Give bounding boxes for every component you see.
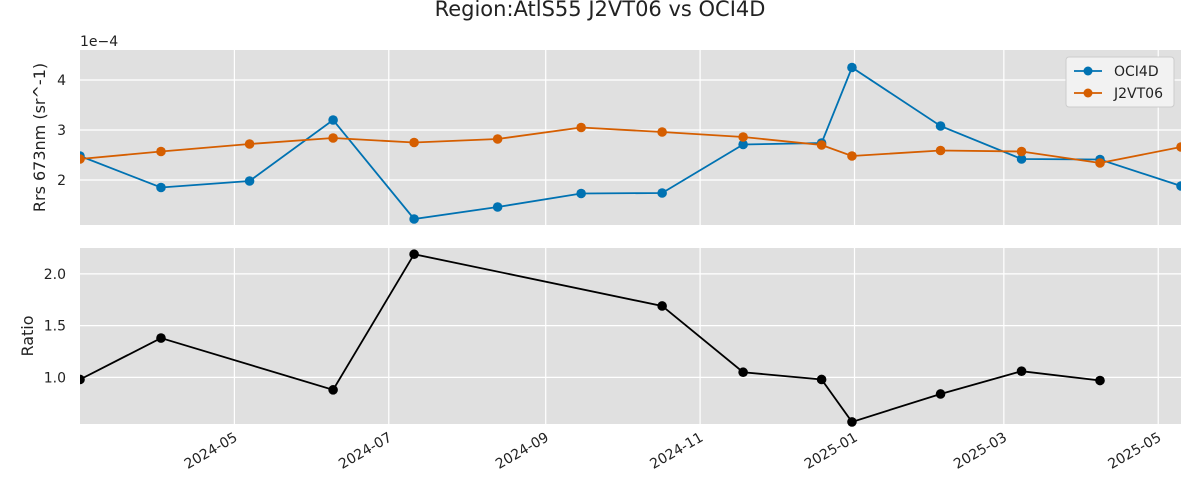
y-tick-label: 1.0 <box>44 370 66 386</box>
data-point <box>80 154 85 164</box>
series-group <box>80 122 1181 168</box>
y-tick-label: 2.0 <box>44 267 66 283</box>
data-point <box>1016 154 1027 164</box>
data-point <box>935 121 946 131</box>
data-point <box>328 115 338 125</box>
legend-marker <box>1083 66 1093 76</box>
data-point <box>935 145 946 156</box>
data-point <box>492 202 503 212</box>
chart-title: Region:AtlS55 J2VT06 vs OCI4D <box>435 0 766 21</box>
data-point <box>80 374 85 385</box>
data-point <box>156 182 166 193</box>
data-point <box>1095 375 1105 386</box>
data-point <box>738 132 748 142</box>
x-tick-label: 2024-11 <box>647 430 706 473</box>
plot-area-2 <box>80 248 1181 424</box>
data-point <box>409 249 419 260</box>
y-axis-label: Ratio <box>18 315 37 356</box>
legend-marker <box>1083 88 1093 98</box>
data-point <box>1016 366 1027 377</box>
data-point <box>156 333 166 343</box>
data-point <box>409 137 419 148</box>
x-tick-label: 2024-05 <box>182 430 241 473</box>
legend-label: OCI4D <box>1114 64 1159 80</box>
data-point <box>244 176 255 186</box>
plot-area-1 <box>80 50 1181 225</box>
x-tick-label: 2024-07 <box>336 430 395 473</box>
series-group <box>80 249 1105 427</box>
data-point <box>576 122 586 133</box>
data-point <box>657 301 667 311</box>
data-point <box>738 139 748 150</box>
data-point <box>738 367 748 378</box>
data-point <box>847 62 857 73</box>
data-point <box>492 134 503 144</box>
data-point <box>1176 142 1181 152</box>
y-tick-label: 4 <box>57 73 66 89</box>
data-point <box>409 214 419 224</box>
y-tick-label: 1.5 <box>44 319 66 335</box>
data-point <box>847 151 857 161</box>
legend-label: J2VT06 <box>1113 86 1163 102</box>
x-tick-label: 2025-01 <box>802 430 861 473</box>
y-offset-label: 1e−4 <box>80 34 118 50</box>
data-point <box>657 127 667 137</box>
data-point <box>576 188 586 199</box>
data-point <box>816 374 827 385</box>
y-axis-label: Rrs 673nm (sr^-1) <box>30 63 49 212</box>
y-tick-label: 2 <box>57 173 66 189</box>
data-point <box>328 385 338 395</box>
x-tick-label: 2025-03 <box>951 430 1010 473</box>
data-point <box>935 389 946 399</box>
data-point <box>847 417 857 427</box>
data-point <box>657 188 667 198</box>
data-point <box>1016 146 1027 157</box>
data-point <box>816 140 827 150</box>
legend <box>1065 56 1175 108</box>
data-point <box>244 139 255 149</box>
data-point <box>1095 158 1105 168</box>
data-point <box>1176 181 1181 191</box>
x-tick-label: 2025-05 <box>1106 430 1165 473</box>
y-tick-label: 3 <box>57 123 66 139</box>
x-tick-label: 2024-09 <box>493 430 552 473</box>
data-point <box>328 133 338 143</box>
data-point <box>156 146 166 157</box>
